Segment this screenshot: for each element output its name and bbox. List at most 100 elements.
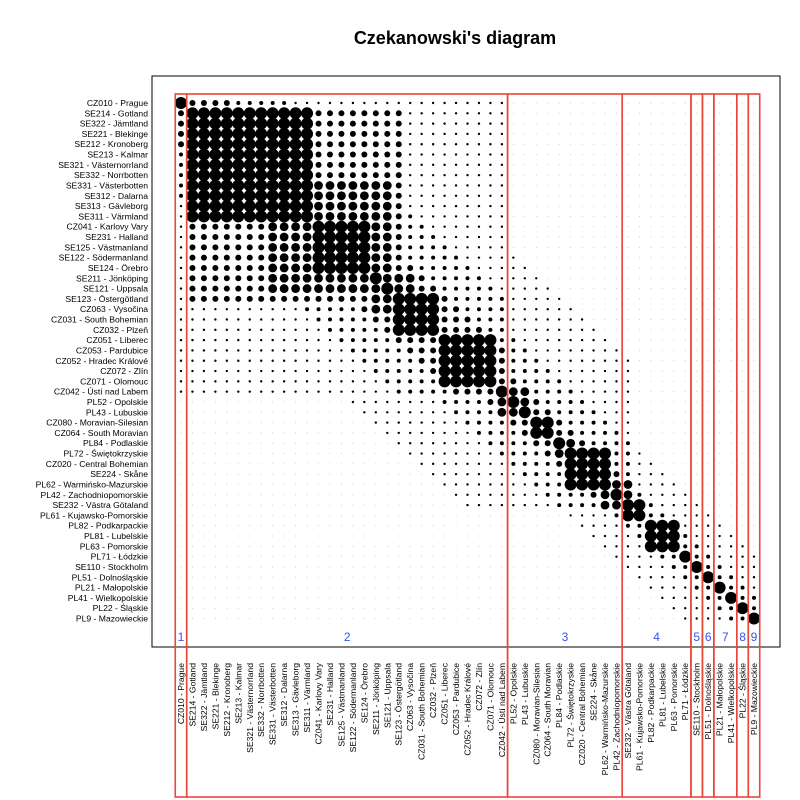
similarity-dot [719,432,721,434]
similarity-dot [615,607,617,609]
similarity-dot [621,499,634,512]
similarity-dot [649,586,653,589]
similarity-dot [409,514,411,516]
similarity-dot [501,597,503,599]
similarity-dot [707,277,709,279]
similarity-dot [427,313,440,326]
similarity-dot [255,210,268,223]
similarity-dot [512,133,514,135]
similarity-dot [431,122,435,125]
similarity-dot [209,169,222,182]
similarity-dot [443,153,446,156]
similarity-dot [638,432,640,434]
similarity-dot [476,317,481,322]
similarity-dot [673,432,675,434]
similarity-dot [202,308,206,311]
similarity-dot [258,244,265,251]
similarity-dot [191,390,194,393]
similarity-dot [719,288,721,290]
similarity-dot [707,391,709,393]
similarity-dot [570,226,572,228]
similarity-dot [395,223,402,230]
similarity-dot [318,566,320,568]
similarity-dot [638,143,640,145]
similarity-dot [432,483,434,485]
similarity-dot [431,421,435,424]
similarity-dot [742,380,744,382]
similarity-dot [443,122,446,125]
similarity-dot [306,494,308,496]
similarity-dot [295,525,297,527]
similarity-dot [570,195,572,197]
similarity-dot [348,181,358,190]
similarity-dot [212,295,219,302]
similarity-dot [237,463,239,465]
similarity-dot [604,329,606,331]
similarity-dot [690,560,703,573]
similarity-dot [312,241,325,254]
similarity-dot [384,161,391,168]
similarity-dot [419,379,424,384]
similarity-dot [706,606,710,610]
similarity-dot [730,102,732,104]
similarity-dot [283,463,285,465]
similarity-dot [398,535,400,537]
similarity-dot [661,133,663,135]
similarity-dot [627,576,629,578]
row-label: SE321 - Västernorrland [58,160,148,170]
row-label: SE221 - Blekinge [82,129,149,139]
similarity-dot [203,514,205,516]
similarity-dot [581,288,583,290]
similarity-dot [650,184,652,186]
similarity-dot [593,133,595,135]
similarity-dot [295,556,297,558]
similarity-dot [466,215,469,218]
similarity-dot [317,328,320,332]
similarity-dot [638,545,641,548]
similarity-dot [477,194,481,197]
similarity-dot [223,264,230,271]
similarity-dot [189,244,196,251]
similarity-dot [397,411,400,414]
similarity-dot [740,616,745,621]
column-label: SE322 - Jämtland [199,663,209,732]
similarity-dot [707,473,709,475]
similarity-dot [638,442,640,444]
similarity-dot [295,587,297,589]
similarity-dot [673,442,675,444]
similarity-dot [556,429,563,436]
similarity-dot [340,369,343,373]
similarity-dot [209,107,222,120]
similarity-dot [232,210,245,223]
similarity-dot [684,288,686,290]
similarity-dot [235,234,242,241]
similarity-dot [570,556,572,558]
similarity-dot [684,483,686,485]
similarity-dot [294,390,297,393]
similarity-dot [546,359,549,362]
similarity-dot [246,285,253,292]
similarity-dot [576,468,589,481]
similarity-dot [226,535,228,537]
similarity-dot [466,143,469,146]
similarity-dot [742,514,744,516]
similarity-dot [243,179,256,192]
similarity-dot [501,576,503,578]
similarity-dot [730,391,732,393]
similarity-dot [197,158,210,171]
cluster-number: 9 [751,630,758,644]
column-label: PL71 - Łódzkie [680,663,690,721]
similarity-dot [615,184,617,186]
dots-layer [175,97,760,625]
similarity-dot [718,617,721,620]
similarity-dot [375,432,377,434]
similarity-dot [524,246,526,248]
similarity-dot [340,504,342,506]
similarity-dot [707,123,709,125]
similarity-dot [214,411,216,413]
similarity-dot [569,318,572,321]
similarity-dot [673,184,675,186]
similarity-dot [363,101,366,105]
similarity-dot [295,545,297,547]
similarity-dot [420,101,423,105]
